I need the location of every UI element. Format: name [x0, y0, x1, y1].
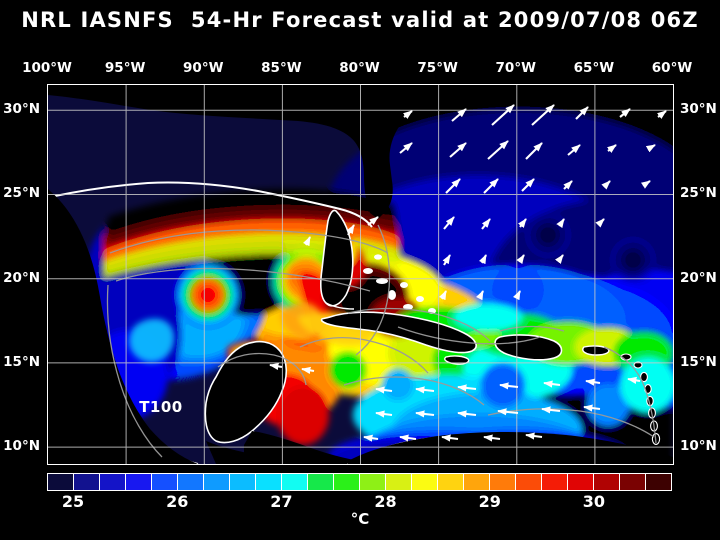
- map-annotation-t100: T100: [139, 398, 183, 417]
- sst-field-svg: [48, 85, 673, 464]
- latitude-label-right: 25°N: [680, 185, 717, 202]
- colorbar-swatch: [412, 474, 438, 490]
- colorbar-swatch: [568, 474, 594, 490]
- colorbar-swatch: [282, 474, 308, 490]
- colorbar-swatch: [100, 474, 126, 490]
- latitude-label-left: 20°N: [3, 269, 40, 286]
- latitude-label-left: 30°N: [3, 101, 40, 118]
- longitude-label: 85°W: [261, 60, 302, 76]
- colorbar-swatch: [334, 474, 360, 490]
- colorbar-swatch: [48, 474, 74, 490]
- latitude-label-left: 10°N: [3, 438, 40, 455]
- colorbar-swatch: [438, 474, 464, 490]
- colorbar-tick-label: 29: [478, 492, 501, 511]
- latitude-label-right: 20°N: [680, 269, 717, 286]
- colorbar-unit-label: °C: [350, 510, 370, 528]
- latitude-label-right: 15°N: [680, 353, 717, 370]
- colorbar-swatch: [594, 474, 620, 490]
- colorbar-swatch: [516, 474, 542, 490]
- colorbar-tick-label: 28: [374, 492, 397, 511]
- colorbar-swatch: [646, 474, 671, 490]
- colorbar-tick-label: 27: [270, 492, 293, 511]
- latitude-label-left: 15°N: [3, 353, 40, 370]
- longitude-label: 70°W: [495, 60, 536, 76]
- colorbar-swatch: [620, 474, 646, 490]
- colorbar-tick-label: 26: [166, 492, 189, 511]
- colorbar-swatch: [386, 474, 412, 490]
- longitude-label: 90°W: [183, 60, 224, 76]
- longitude-label: 65°W: [573, 60, 615, 76]
- colorbar-tick-label: 25: [61, 492, 85, 511]
- current-vector-field: [269, 104, 667, 442]
- longitude-label: 100°W: [22, 60, 72, 76]
- colorbar-swatch: [230, 474, 256, 490]
- map-inner: [48, 85, 673, 464]
- latitude-label-left: 25°N: [3, 185, 40, 202]
- colorbar-swatch: [360, 474, 386, 490]
- colorbar-swatch: [178, 474, 204, 490]
- colorbar-tick-label: 30: [582, 492, 606, 511]
- map-plot-area: [47, 84, 674, 465]
- figure-title: NRL IASNFS 54-Hr Forecast valid at 2009/…: [21, 8, 699, 32]
- colorbar-swatch: [74, 474, 100, 490]
- colorbar-swatch: [126, 474, 152, 490]
- latitude-label-right: 30°N: [680, 101, 717, 118]
- latitude-label-right: 10°N: [680, 438, 717, 455]
- colorbar: [47, 473, 672, 491]
- colorbar-swatch: [464, 474, 490, 490]
- longitude-label: 80°W: [339, 60, 380, 76]
- colorbar-swatch: [152, 474, 178, 490]
- colorbar-swatch: [204, 474, 230, 490]
- colorbar-swatch: [542, 474, 568, 490]
- colorbar-swatch: [256, 474, 282, 490]
- longitude-label: 60°W: [651, 60, 693, 76]
- longitude-label: 95°W: [104, 60, 146, 76]
- colorbar-swatch: [308, 474, 334, 490]
- longitude-label: 75°W: [417, 60, 458, 76]
- colorbar-swatch: [490, 474, 516, 490]
